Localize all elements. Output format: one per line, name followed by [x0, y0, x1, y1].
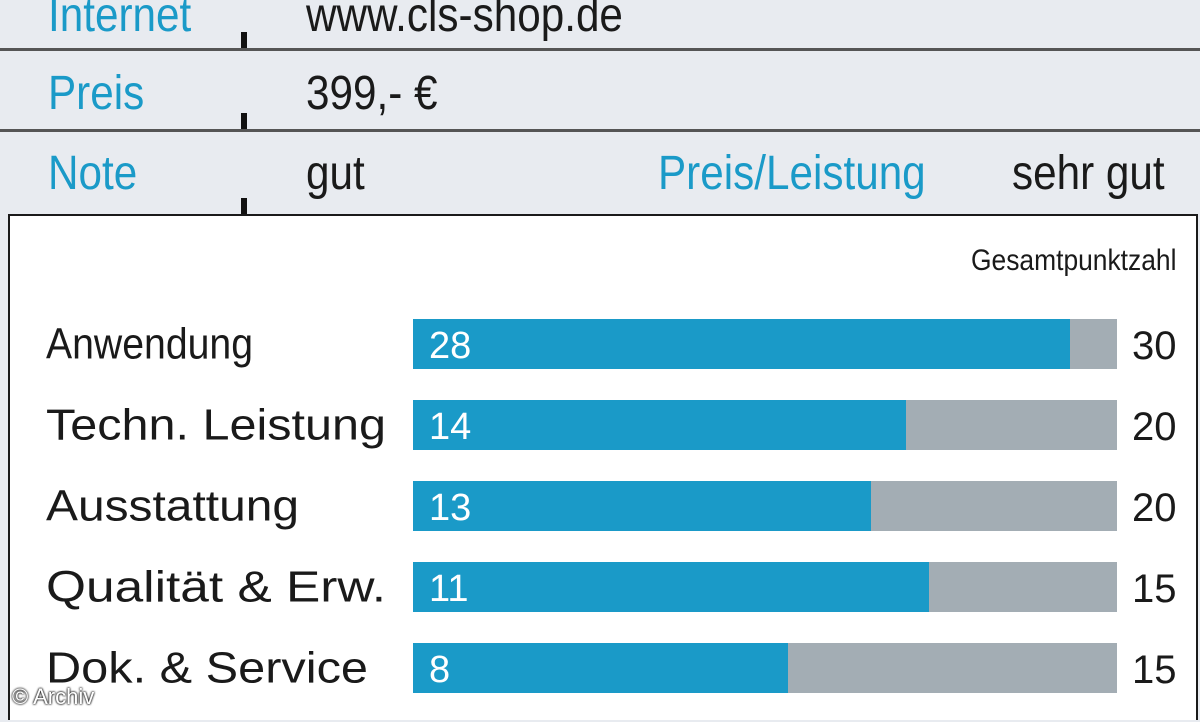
- preis-value: 399,- €: [306, 67, 438, 120]
- divider: [0, 48, 1200, 51]
- max-points-label: 15: [1132, 648, 1177, 692]
- bar-score: [413, 643, 788, 693]
- internet-value: www.cls-shop.de: [306, 0, 623, 42]
- bar-score: [413, 481, 871, 531]
- note-label: Note: [48, 147, 138, 200]
- bar-value-label: 28: [429, 325, 471, 367]
- max-points-label: 20: [1132, 405, 1177, 449]
- max-points-label: 20: [1132, 486, 1177, 530]
- divider-tick: [241, 113, 247, 129]
- bar-score: [413, 400, 906, 450]
- divider-tick: [241, 198, 247, 214]
- score-bar-chart: Anwendung 28 30 Techn. Leistung 14 20 Ausstatt…: [46, 319, 1177, 693]
- divider-tick: [241, 32, 247, 48]
- max-points-label: 30: [1132, 324, 1177, 368]
- category-label: Dok. & Service: [46, 644, 368, 693]
- max-points-label: 15: [1132, 567, 1177, 611]
- category-label: Ausstattung: [46, 482, 299, 531]
- bar-value-label: 13: [429, 487, 471, 529]
- category-label: Techn. Leistung: [46, 401, 386, 450]
- info-row-preis: Preis 399,- €: [0, 52, 1200, 132]
- info-row-internet: Internet www.cls-shop.de: [0, 0, 1200, 52]
- divider: [0, 129, 1200, 132]
- score-panel: Gesamtpunktzahl Anwendung 28 30 Techn. Leis…: [8, 214, 1198, 720]
- category-label: Anwendung: [46, 320, 253, 369]
- note-value: gut: [306, 147, 365, 200]
- bar-score: [413, 319, 1070, 369]
- bar-value-label: 8: [429, 649, 450, 691]
- image-credit: © Archiv: [12, 684, 95, 709]
- preis-label: Preis: [48, 67, 145, 120]
- bar-score: [413, 562, 929, 612]
- price-performance-value: sehr gut: [1012, 147, 1165, 200]
- bar-value-label: 11: [429, 568, 468, 610]
- bar-value-label: 14: [429, 406, 471, 448]
- price-performance-label: Preis/Leistung: [658, 147, 926, 200]
- category-label: Qualität & Erw.: [46, 563, 386, 612]
- product-info-table: Internet www.cls-shop.de Preis 399,- € N…: [0, 0, 1200, 214]
- internet-label: Internet: [48, 0, 192, 42]
- info-row-note: Note gut Preis/Leistung sehr gut: [0, 132, 1200, 212]
- total-points-header: Gesamtpunktzahl: [970, 244, 1176, 277]
